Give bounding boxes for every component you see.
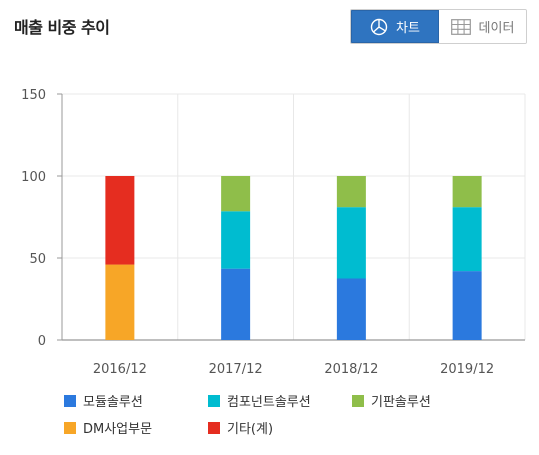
bar-segment <box>452 271 482 340</box>
bar-segment <box>221 211 251 269</box>
legend-item[interactable]: DM사업부문 <box>64 418 152 437</box>
bar-segment <box>105 176 135 265</box>
page-title: 매출 비중 추이 <box>14 18 110 37</box>
legend-swatch <box>64 421 76 434</box>
data-view-label: 데이터 <box>478 21 515 36</box>
chart-view-button[interactable]: 차트 <box>351 10 439 43</box>
legend-label: 기타(계) <box>227 422 274 437</box>
x-tick-label: 2018/12 <box>324 362 378 377</box>
bar-segment <box>336 207 366 279</box>
bar-segment <box>221 268 251 340</box>
data-view-button[interactable]: 데이터 <box>439 10 526 43</box>
bar-segment <box>336 278 366 340</box>
legend-label: DM사업부문 <box>83 422 153 437</box>
chart-view-label: 차트 <box>396 21 420 36</box>
stacked-bar-chart: 0 50 100 150 2016/12 2017/12 2018/12 2019/12 <box>21 88 526 377</box>
bar-segment <box>452 176 482 208</box>
x-tick-label: 2017/12 <box>209 362 263 377</box>
bar-segment <box>105 264 135 340</box>
y-tick-label: 150 <box>21 88 46 103</box>
bar-segment <box>336 176 366 208</box>
view-toggle: 차트 데이터 <box>350 9 527 44</box>
x-tick-label: 2019/12 <box>440 362 494 377</box>
bar-segment <box>221 176 251 212</box>
y-tick-label: 50 <box>29 252 46 267</box>
legend-swatch <box>208 421 220 434</box>
table-grid-icon <box>450 18 471 35</box>
x-tick-label: 2016/12 <box>93 362 147 377</box>
bar-segment <box>452 207 482 272</box>
legend-item[interactable]: 기타(계) <box>208 418 273 437</box>
pie-chart-icon <box>370 18 388 35</box>
y-tick-label: 0 <box>38 334 46 349</box>
y-tick-label: 100 <box>21 170 46 185</box>
